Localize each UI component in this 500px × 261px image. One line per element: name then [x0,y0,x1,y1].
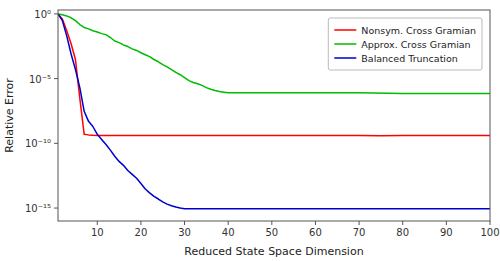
x-tick-label: 30 [178,227,191,238]
legend-box [328,18,482,70]
x-tick [359,221,360,225]
legend-label: Balanced Truncation [361,53,458,64]
x-tick [271,221,272,225]
x-axis-label: Reduced State Space Dimension [184,245,363,258]
series-line [58,14,490,209]
x-tick-label: 70 [353,227,366,238]
y-tick-label: 10⁻¹⁵ [25,203,51,214]
legend-swatch [334,29,356,31]
y-tick [54,13,58,14]
x-tick-label: 60 [309,227,322,238]
x-tick [97,221,98,225]
x-tick [490,221,491,225]
x-tick-label: 100 [480,227,499,238]
x-tick [402,221,403,225]
y-tick-label: 10⁻⁵ [29,74,51,85]
y-tick [54,143,58,144]
series-line [58,14,490,136]
x-tick [184,221,185,225]
x-tick [315,221,316,225]
legend-swatch [334,57,356,59]
x-tick [446,221,447,225]
x-tick-label: 40 [222,227,235,238]
legend: Nonsym. Cross Gramian Approx. Cross Grami… [328,18,482,70]
legend-label: Nonsym. Cross Gramian [361,25,476,36]
y-tick-label: 10⁻¹⁰ [25,138,51,149]
x-tick-label: 50 [265,227,278,238]
y-tick-label: 10⁰ [34,9,51,20]
x-tick-label: 80 [396,227,409,238]
lines [58,14,490,209]
y-axis-label: Relative Error [3,78,16,153]
x-tick-label: 10 [91,227,104,238]
plot-area [58,10,490,221]
x-tick [228,221,229,225]
series-line [58,14,490,94]
chart: 10 20 30 40 50 60 70 80 90 100 10⁻¹⁵ 10⁻¹⁰ 10⁻⁵ 10⁰ Re… [0,0,500,261]
plot-frame [58,10,490,221]
y-tick [54,208,58,209]
y-tick [54,78,58,79]
legend-label: Approx. Cross Gramian [361,39,470,50]
x-tick [140,221,141,225]
legend-swatch [334,43,356,45]
x-tick-label: 20 [135,227,148,238]
x-tick-label: 90 [440,227,453,238]
